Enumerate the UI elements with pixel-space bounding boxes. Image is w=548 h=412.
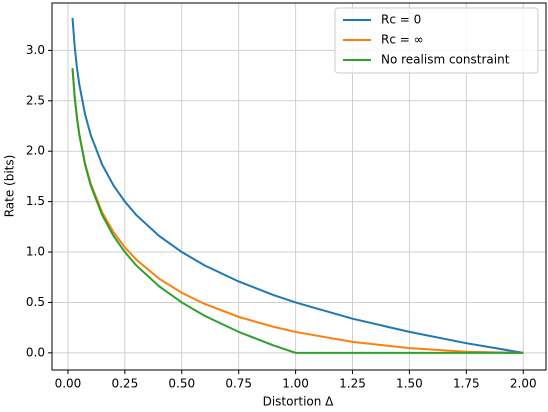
legend: Rc = 0 Rc = ∞ No realism constraint <box>334 7 539 74</box>
line-series <box>71 68 524 354</box>
plot-frame <box>51 2 547 371</box>
x-tick-label: 1.00 <box>282 377 309 391</box>
y-tick-label: 1.0 <box>26 245 45 259</box>
line-series <box>71 67 524 354</box>
x-tick-label: 1.75 <box>453 377 480 391</box>
x-tick-label: 0.75 <box>225 377 252 391</box>
x-tick-label: 1.25 <box>339 377 366 391</box>
y-tick-label: 2.0 <box>26 144 45 158</box>
x-axis-label: Distortion Δ <box>263 395 335 409</box>
x-tick-label: 2.00 <box>510 377 537 391</box>
y-tick-label: 2.5 <box>26 93 45 107</box>
y-tick-label: 3.0 <box>26 43 45 57</box>
x-tick-label: 0.00 <box>55 377 82 391</box>
y-tick-label: 1.5 <box>26 194 45 208</box>
legend-box <box>334 7 539 74</box>
line-series <box>71 17 524 354</box>
y-axis-label: Rate (bits) <box>3 155 17 218</box>
y-tick-label: 0.5 <box>26 295 45 309</box>
legend-label: Rc = 0 <box>381 13 421 27</box>
legend-label: Rc = ∞ <box>381 33 424 47</box>
x-tick-label: 1.50 <box>396 377 423 391</box>
x-tick-label: 0.25 <box>111 377 138 391</box>
legend-label: No realism constraint <box>381 53 510 67</box>
y-tick-label: 0.0 <box>26 345 45 359</box>
x-tick-label: 0.50 <box>168 377 195 391</box>
